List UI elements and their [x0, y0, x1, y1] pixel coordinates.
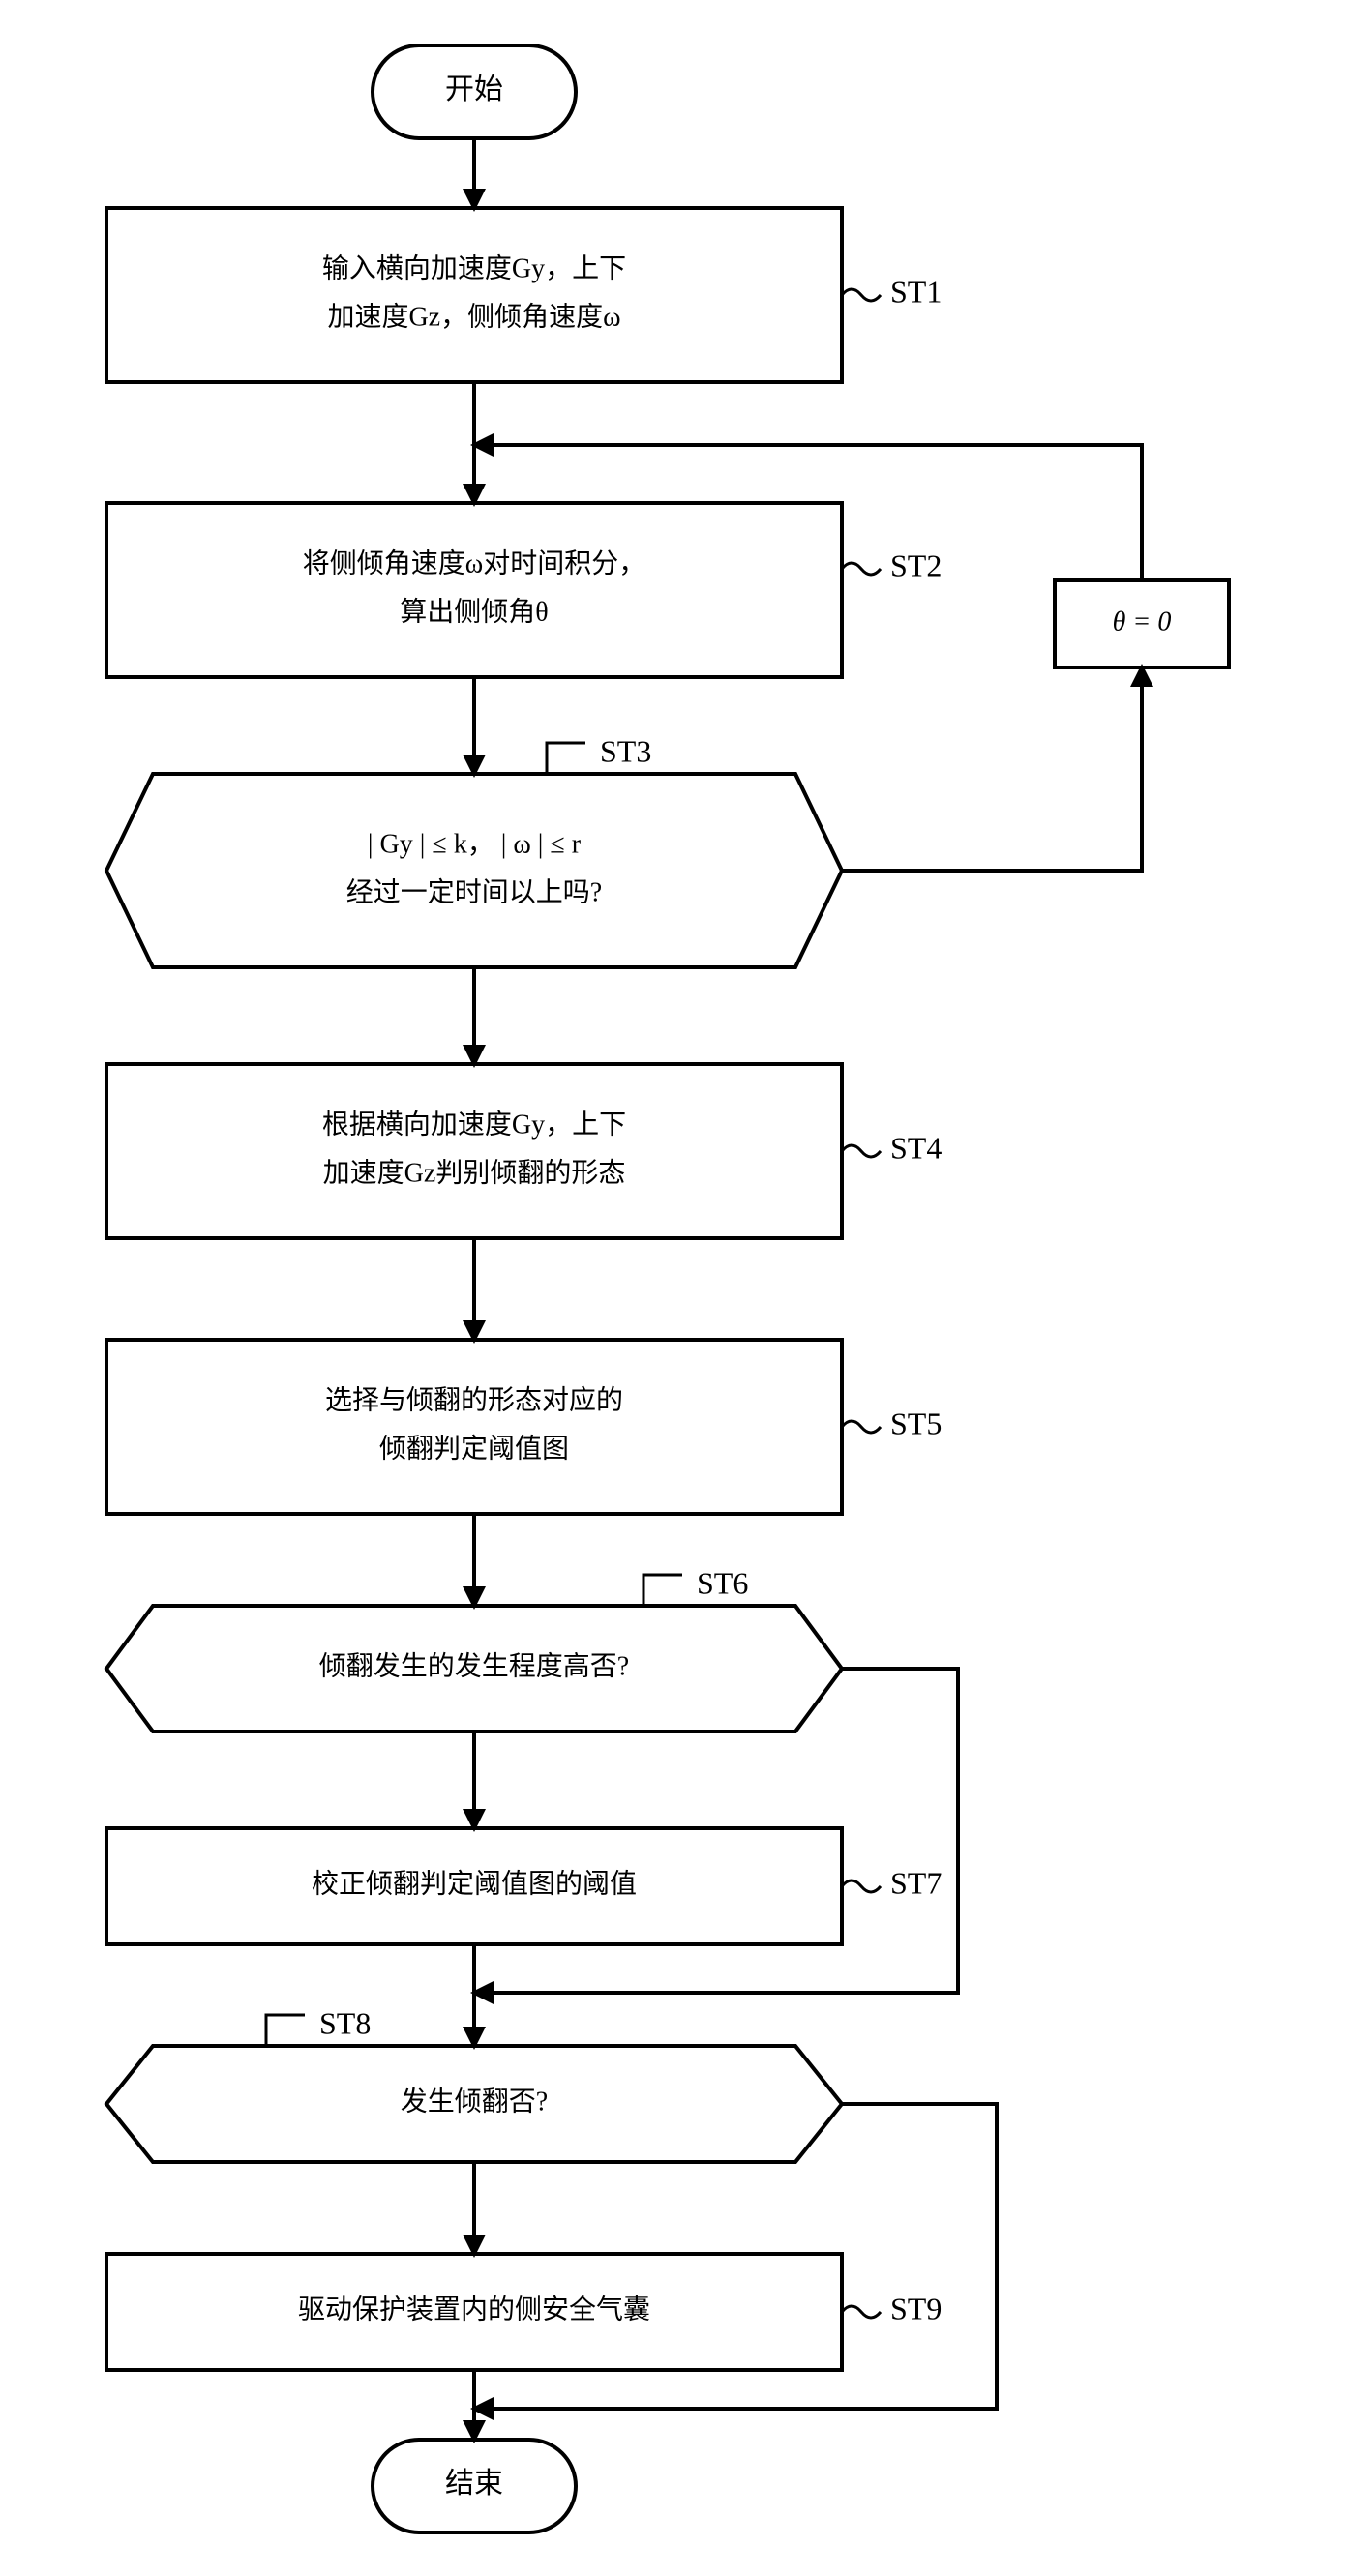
svg-text:输入横向加速度Gy，上下: 输入横向加速度Gy，上下	[322, 252, 626, 283]
svg-text:加速度Gz，侧倾角速度ω: 加速度Gz，侧倾角速度ω	[327, 301, 620, 332]
svg-text:结束: 结束	[445, 2468, 503, 2500]
svg-text:校正倾翻判定阈值图的阈值: 校正倾翻判定阈值图的阈值	[312, 1868, 637, 1899]
svg-text:θ = 0: θ = 0	[1113, 607, 1172, 637]
flowchart-diagram: 开始结束 输入横向加速度Gy，上下加速度Gz，侧倾角速度ω ST1 将侧倾角速度ω对时…	[0, 0, 1346, 2576]
svg-text:倾翻判定阈值图: 倾翻判定阈值图	[379, 1433, 569, 1464]
svg-text:ST8: ST8	[319, 2005, 371, 2040]
svg-text:ST1: ST1	[890, 274, 942, 309]
svg-text:根据横向加速度Gy，上下: 根据横向加速度Gy，上下	[322, 1109, 626, 1140]
svg-text:经过一定时间以上吗?: 经过一定时间以上吗?	[346, 876, 602, 907]
svg-text:ST3: ST3	[600, 733, 651, 768]
svg-text:ST7: ST7	[890, 1865, 942, 1900]
svg-text:ST6: ST6	[697, 1565, 748, 1600]
svg-text:ST4: ST4	[890, 1130, 942, 1165]
svg-text:ST2: ST2	[890, 548, 942, 582]
svg-text:算出侧倾角θ: 算出侧倾角θ	[400, 596, 548, 627]
svg-text:倾翻发生的发生程度高否?: 倾翻发生的发生程度高否?	[319, 1650, 629, 1681]
svg-text:将侧倾角速度ω对时间积分，: 将侧倾角速度ω对时间积分，	[303, 548, 645, 578]
svg-text:加速度Gz判别倾翻的形态: 加速度Gz判别倾翻的形态	[323, 1157, 626, 1188]
svg-text:开始: 开始	[445, 74, 503, 105]
svg-text:驱动保护装置内的侧安全气囊: 驱动保护装置内的侧安全气囊	[298, 2294, 650, 2324]
svg-text:发生倾翻否?: 发生倾翻否?	[401, 2086, 548, 2117]
svg-text:选择与倾翻的形态对应的: 选择与倾翻的形态对应的	[325, 1384, 623, 1415]
svg-text:ST5: ST5	[890, 1406, 942, 1440]
svg-text:ST9: ST9	[890, 2291, 942, 2325]
svg-text:| Gy | ≤ k， | ω | ≤ r: | Gy | ≤ k， | ω | ≤ r	[368, 829, 582, 859]
